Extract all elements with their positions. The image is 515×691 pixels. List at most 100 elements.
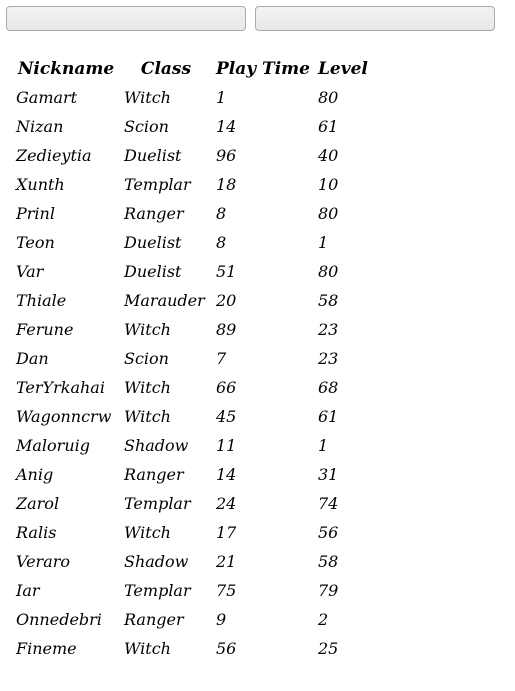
table-row: Prinl Ranger 8 80 [12,199,382,228]
cell-level: 40 [317,146,339,165]
cell-play-time: 89 [216,320,237,339]
cell-class: Shadow [124,552,189,571]
header-nickname[interactable]: Nickname [17,58,115,79]
cell-nickname: Nizan [16,117,64,136]
table-row: TerYrkahai Witch 66 68 [12,373,382,402]
cell-class: Ranger [124,204,184,223]
cell-class: Ranger [124,465,184,484]
cell-class: Ranger [124,610,184,629]
cell-level: 2 [317,610,329,629]
cell-class: Templar [124,175,191,194]
cell-nickname: Prinl [16,204,55,223]
cell-class: Witch [124,88,171,107]
cell-play-time: 20 [216,291,237,310]
cell-nickname: Veraro [16,552,71,571]
cell-play-time: 8 [216,233,227,252]
table-row: Gamart Witch 1 80 [12,83,382,112]
cell-play-time: 8 [216,204,227,223]
cell-level: 23 [317,320,339,339]
cell-level: 61 [317,117,339,136]
cell-play-time: 45 [216,407,237,426]
cell-level: 10 [317,175,339,194]
cell-nickname: Zarol [16,494,60,513]
cell-play-time: 66 [216,378,237,397]
cell-nickname: Thiale [16,291,67,310]
cell-nickname: Anig [16,465,54,484]
cell-nickname: Wagonncrw [16,407,112,426]
table-row: Dan Scion 7 23 [12,344,382,373]
filter-input-1[interactable] [6,6,246,31]
cell-class: Witch [124,639,171,658]
table-row: Onnedebri Ranger 9 2 [12,605,382,634]
cell-level: 68 [317,378,339,397]
cell-play-time: 18 [216,175,237,194]
cell-level: 58 [317,552,339,571]
cell-nickname: Ralis [16,523,57,542]
cell-level: 80 [317,204,339,223]
cell-play-time: 75 [216,581,237,600]
cell-class: Duelist [124,233,182,252]
header-class[interactable]: Class [140,58,192,79]
table-row: Thiale Marauder 20 58 [12,286,382,315]
cell-play-time: 7 [216,349,227,368]
header-level[interactable]: Level [317,58,368,79]
cell-play-time: 51 [216,262,237,281]
cell-level: 1 [317,436,329,455]
cell-level: 1 [317,233,329,252]
table-row: Fineme Witch 56 25 [12,634,382,663]
cell-level: 80 [317,88,339,107]
table-row: Nizan Scion 14 61 [12,112,382,141]
cell-class: Marauder [124,291,205,310]
cell-nickname: Var [16,262,44,281]
cell-nickname: Ferune [16,320,74,339]
header-play-time[interactable]: Play Time [216,58,310,79]
cell-class: Duelist [124,146,182,165]
cell-class: Witch [124,378,171,397]
cell-nickname: Dan [16,349,49,368]
cell-class: Templar [124,581,191,600]
cell-class: Witch [124,407,171,426]
cell-play-time: 14 [216,465,237,484]
cell-level: 23 [317,349,339,368]
table-row: Zedieytia Duelist 96 40 [12,141,382,170]
table-row: Zarol Templar 24 74 [12,489,382,518]
cell-nickname: Fineme [16,639,77,658]
table-row: Iar Templar 75 79 [12,576,382,605]
table-row: Anig Ranger 14 31 [12,460,382,489]
players-table: Nickname Class Play Time Level Gamart Wit… [12,54,382,663]
cell-level: 56 [317,523,339,542]
cell-class: Shadow [124,436,189,455]
cell-class: Witch [124,523,171,542]
table-row: Ralis Witch 17 56 [12,518,382,547]
cell-level: 79 [317,581,339,600]
table-row: Maloruig Shadow 11 1 [12,431,382,460]
table-row: Veraro Shadow 21 58 [12,547,382,576]
cell-play-time: 14 [216,117,237,136]
table-body: Gamart Witch 1 80 Nizan Scion 14 61 Zedieytia Due… [12,83,382,663]
cell-class: Witch [124,320,171,339]
cell-class: Scion [124,349,169,368]
cell-nickname: Xunth [16,175,65,194]
cell-class: Templar [124,494,191,513]
cell-play-time: 96 [216,146,237,165]
cell-nickname: Teon [16,233,55,252]
cell-play-time: 17 [216,523,237,542]
cell-class: Duelist [124,262,182,281]
cell-play-time: 56 [216,639,237,658]
cell-nickname: Gamart [16,88,78,107]
cell-play-time: 21 [216,552,237,571]
cell-level: 80 [317,262,339,281]
header-row: Nickname Class Play Time Level [12,54,382,83]
table-row: Xunth Templar 18 10 [12,170,382,199]
cell-nickname: Zedieytia [16,146,92,165]
filter-input-2[interactable] [255,6,495,31]
cell-nickname: Onnedebri [16,610,102,629]
cell-nickname: Iar [16,581,40,600]
cell-level: 31 [317,465,339,484]
table-row: Ferune Witch 89 23 [12,315,382,344]
cell-level: 58 [317,291,339,310]
cell-level: 25 [317,639,339,658]
cell-class: Scion [124,117,169,136]
cell-nickname: TerYrkahai [16,378,105,397]
cell-play-time: 11 [216,436,237,455]
